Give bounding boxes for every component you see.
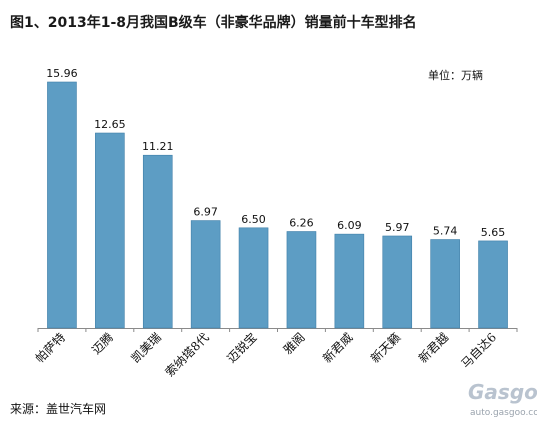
bar-4 (190, 220, 221, 329)
source-note: 来源：盖世汽车网 (10, 402, 107, 416)
value-label-1: 15.96 (46, 67, 78, 80)
value-label-9: 5.74 (433, 225, 458, 238)
unit-label: 单位：万辆 (428, 69, 483, 82)
bar-2 (95, 132, 125, 329)
bar-6 (286, 231, 317, 329)
value-label-2: 12.65 (94, 118, 126, 131)
watermark-url: auto.gasgoo.com (470, 408, 537, 418)
category-label-6: 雅阁 (280, 330, 308, 358)
category-label-5: 迈锐宝 (224, 330, 259, 365)
value-label-6: 6.26 (289, 217, 314, 230)
bar-9 (430, 239, 460, 329)
bar-10 (478, 240, 508, 329)
value-label-10: 5.65 (481, 226, 506, 239)
bar-5 (238, 227, 269, 329)
bar-7 (334, 233, 365, 329)
category-label-4: 索纳塔8代 (163, 330, 212, 379)
category-label-7: 新君威 (319, 330, 355, 366)
bar-3 (142, 154, 173, 329)
value-label-3: 11.21 (142, 140, 174, 153)
value-label-4: 6.97 (193, 206, 218, 219)
value-label-7: 6.09 (337, 219, 362, 232)
chart-title: 图1、2013年1-8月我国B级车（非豪华品牌）销量前十车型排名 (10, 15, 417, 31)
value-label-8: 5.97 (385, 221, 410, 234)
category-label-10: 马自达6 (458, 330, 499, 371)
category-label-3: 凯美瑞 (129, 330, 164, 365)
category-label-2: 迈腾 (88, 330, 116, 358)
bar-1 (47, 81, 77, 329)
bar-8 (382, 235, 413, 329)
value-label-5: 6.50 (241, 213, 266, 226)
category-label-9: 新君越 (415, 330, 451, 366)
category-label-8: 新天籁 (367, 330, 403, 366)
category-label-1: 帕萨特 (32, 330, 68, 366)
watermark-logo: Gasgoo (468, 380, 537, 404)
